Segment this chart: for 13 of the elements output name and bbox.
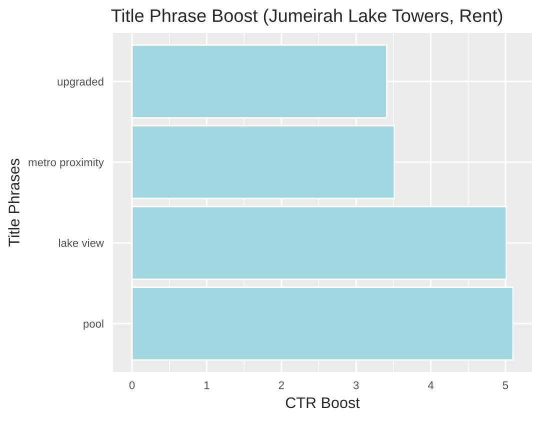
x-axis-title: CTR Boost: [286, 397, 360, 408]
y-tick-label: metro proximity: [28, 158, 104, 168]
y-axis-title: Title Phrases: [8, 158, 20, 246]
x-tick-label: 5: [502, 381, 508, 390]
x-tick-label: 3: [353, 381, 359, 390]
y-tick-label: pool: [84, 320, 104, 330]
x-tick-label: 1: [204, 381, 210, 390]
x-tick-label: 0: [129, 381, 135, 390]
y-tick-label: upgraded: [58, 77, 104, 88]
chart-title: Title Phrase Boost (Jumeirah Lake Towers, Rent): [111, 8, 502, 26]
x-tick-label: 4: [428, 381, 434, 390]
x-tick-label: 2: [278, 381, 284, 390]
y-tick-label: lake view: [59, 238, 104, 247]
